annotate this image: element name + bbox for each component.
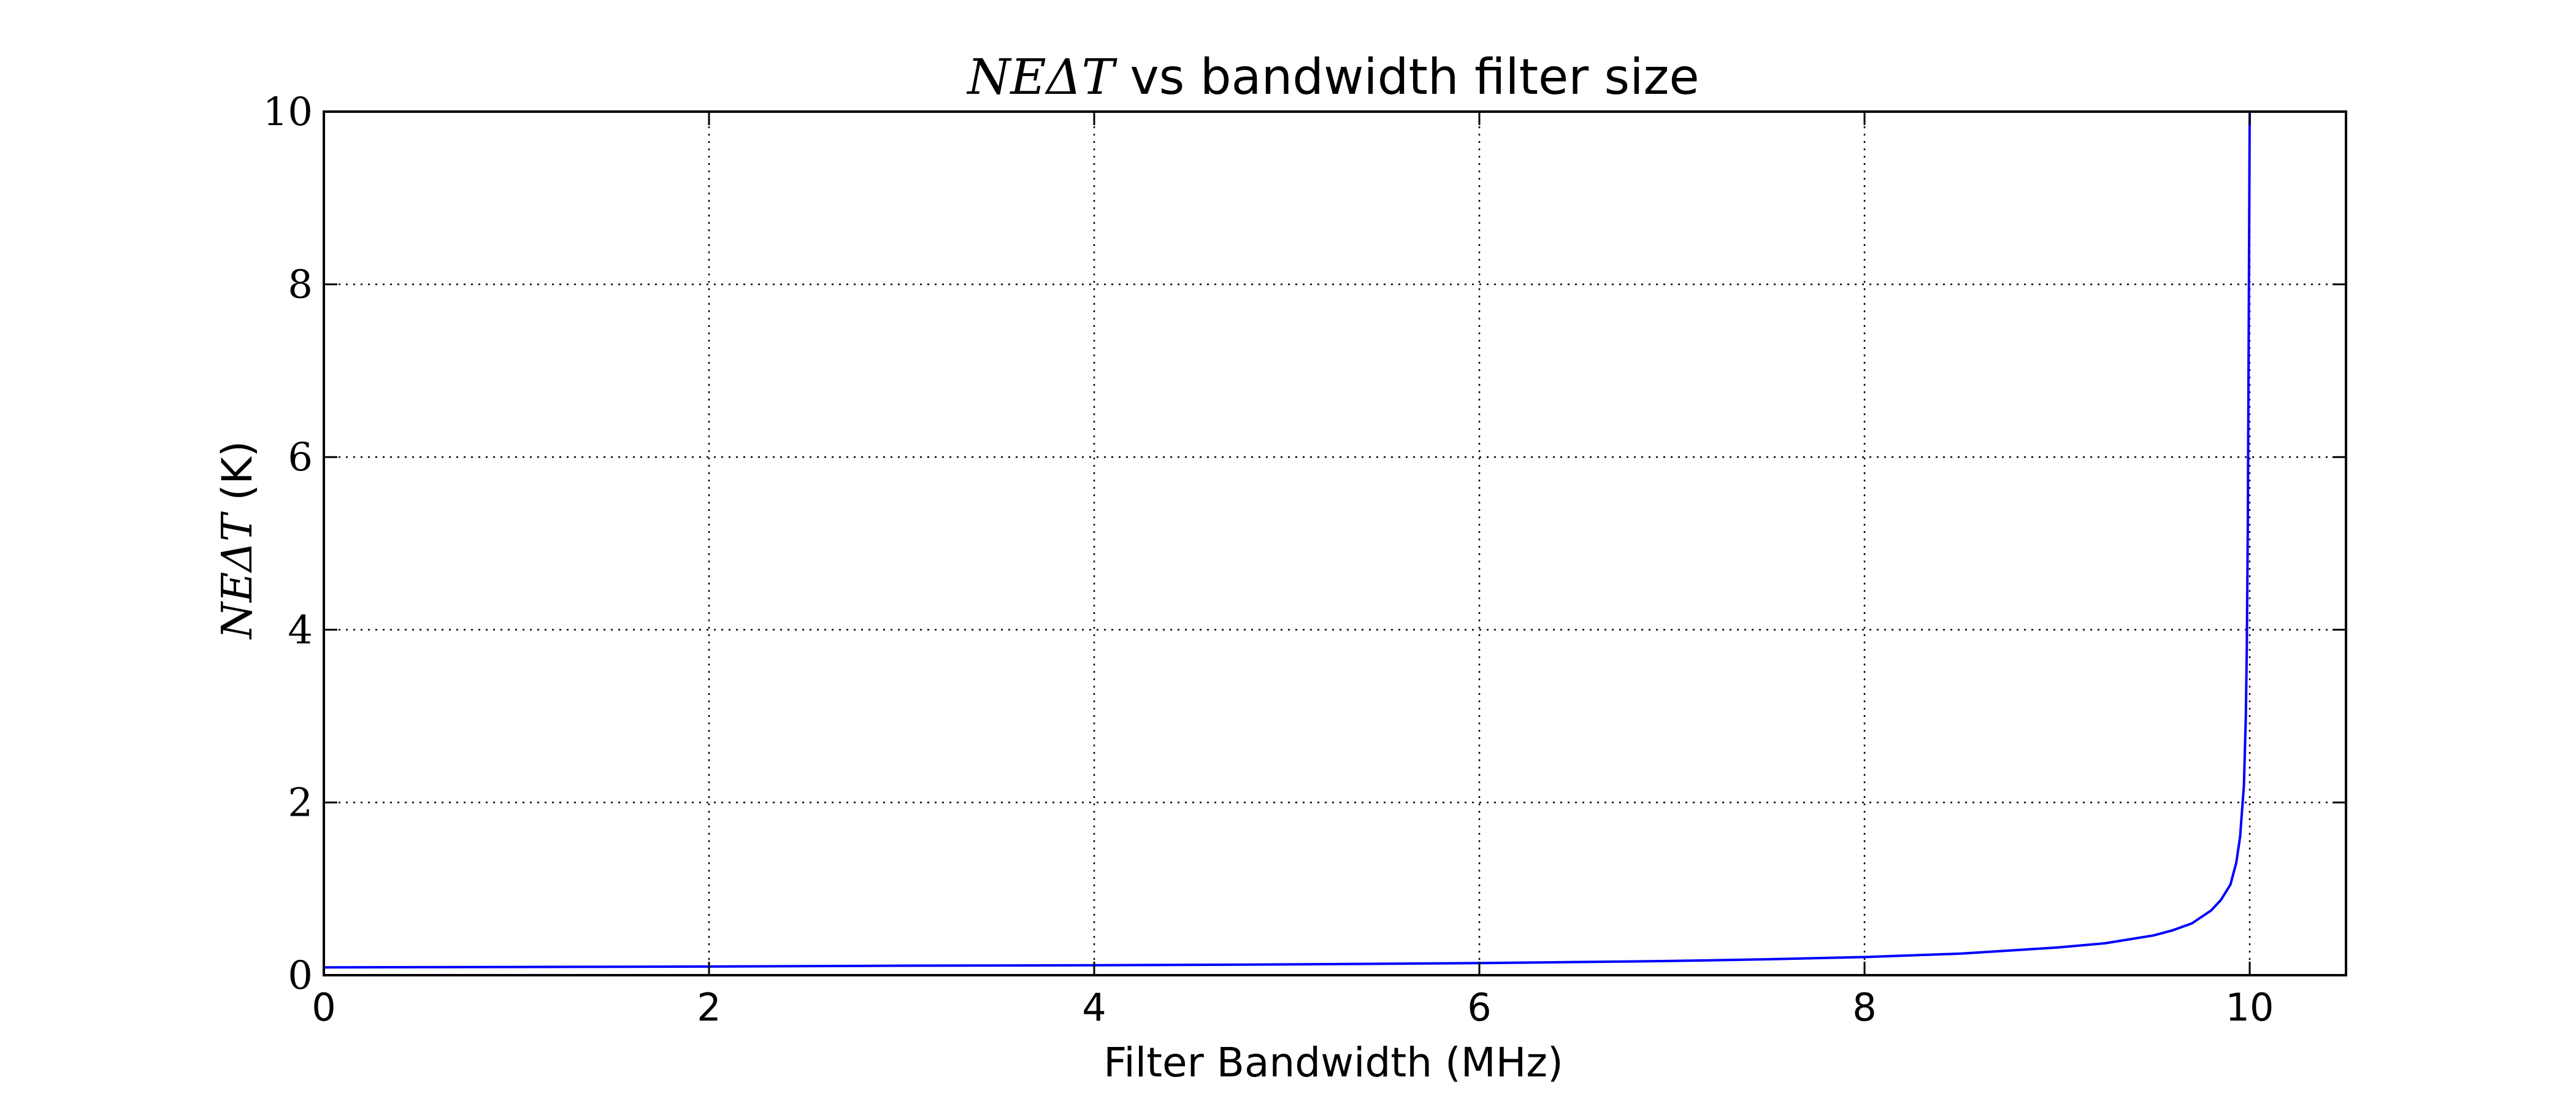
x-axis-label: Filter Bandwidth (MHz)	[1103, 1039, 1563, 1086]
series-line	[323, 111, 2251, 969]
y-axis-label-math: NEΔT	[213, 511, 262, 640]
y-tick-label: 10	[263, 90, 313, 135]
y-tick-label: 6	[288, 435, 313, 480]
grid	[323, 110, 2346, 976]
x-tick-label: 2	[697, 985, 721, 1030]
chart-title-text: vs bandwidth filter size	[1114, 48, 1700, 105]
x-tick-label: 4	[1082, 985, 1106, 1030]
y-tick-label: 8	[288, 263, 313, 308]
chart-title: NEΔT vs bandwidth filter size	[966, 48, 1699, 105]
chart-title-math: NEΔT	[966, 48, 1117, 105]
axes-frame	[323, 110, 2347, 976]
y-axis-label: NEΔT (K)	[213, 441, 262, 640]
y-tick-label: 4	[288, 608, 313, 653]
ticks: 0 2 4 6 8 10 0 2 4 6 8 10	[263, 90, 2346, 1030]
x-tick-label: 6	[1467, 985, 1491, 1030]
x-tick-label: 10	[2226, 985, 2274, 1030]
x-tick-label: 0	[312, 985, 335, 1030]
y-tick-label: 0	[288, 953, 313, 999]
x-tick-label: 8	[1852, 985, 1876, 1030]
y-tick-label: 2	[288, 780, 313, 826]
y-axis-label-text: (K)	[213, 441, 262, 514]
